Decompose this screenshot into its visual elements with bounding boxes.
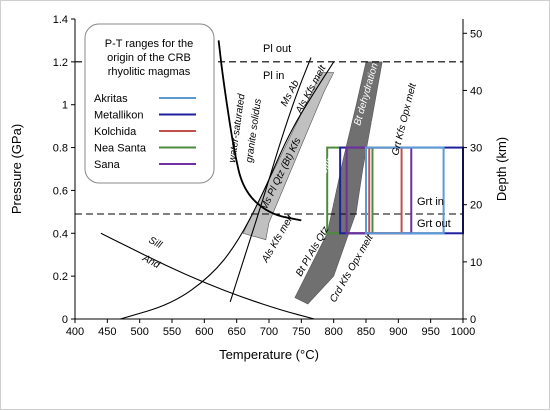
y-tick-label: 0.2 [53, 271, 68, 283]
x-tick-label: 650 [227, 326, 245, 338]
legend-title-line: P-T ranges for the [105, 38, 193, 50]
legend: P-T ranges for the origin of the CRB rhyol… [84, 23, 215, 184]
rect-layer [326, 146, 464, 235]
ticks-layer: 400 450 500 550 600 650 700 750 800 850 900 950 1000… [9, 14, 509, 362]
x-tick-label: 800 [324, 326, 342, 338]
ms-ab-curve [229, 57, 312, 303]
label-grt-kfs-opx: Grt Kfs Opx melt [390, 81, 419, 157]
legend-entry-label: Sana [94, 159, 121, 171]
x-tick-label: 400 [66, 326, 84, 338]
ms-dehydration-band [242, 72, 335, 241]
label-ms-pl-qtz: Ms Pl Qtz (Bt) Kfs [259, 136, 304, 212]
label-pl-in: Pl in [263, 70, 284, 82]
legend-entry-label: Nea Santa [94, 143, 147, 155]
solidus-curve [217, 40, 302, 222]
y-tick-label: 0.4 [53, 228, 68, 240]
y2-tick-label: 30 [470, 143, 482, 155]
x-tick-label: 900 [389, 326, 407, 338]
x-tick-label: 600 [195, 326, 213, 338]
x-tick-label: 700 [260, 326, 278, 338]
label-grt-in: Grt in [417, 196, 444, 208]
bands-layer [242, 61, 383, 305]
y-tick-label: 1 [62, 100, 68, 112]
als-kfs-melt-curve [120, 61, 335, 320]
x-tick-label: 450 [98, 326, 116, 338]
y-tick-label: 0.6 [53, 185, 68, 197]
x-tick-label: 750 [292, 326, 310, 338]
legend-title-line: origin of the CRB [107, 52, 191, 64]
legend-title-line: rhyolitic magmas [108, 66, 191, 78]
x-tick-label: 850 [357, 326, 375, 338]
series-layer [75, 40, 463, 320]
label-sill: Sill [147, 235, 165, 251]
label-solidus-b: granite solidus [244, 98, 264, 163]
x-tick-label: 550 [163, 326, 181, 338]
x-tick-label: 1000 [451, 326, 475, 338]
legend-entry-label: Akritas [94, 93, 128, 105]
range-rect-kolchida [368, 146, 403, 235]
legend-entry-label: Metallikon [94, 110, 144, 122]
y-tick-label: 1.2 [53, 57, 68, 69]
y2-tick-label: 50 [470, 28, 482, 40]
label-pl-out: Pl out [263, 43, 291, 55]
y2-tick-label: 40 [470, 85, 482, 97]
x-axis-title: Temperature (°C) [219, 347, 319, 362]
label-and: And [140, 252, 162, 271]
y-tick-label: 0.8 [53, 143, 68, 155]
legend-entry-label: Kolchida [94, 126, 137, 138]
sill-and-curve [100, 232, 315, 320]
y2-tick-label: 0 [470, 314, 476, 326]
y-tick-label: 1.4 [53, 14, 68, 26]
x-tick-label: 950 [421, 326, 439, 338]
range-rect-akritas [365, 146, 445, 235]
x-tick-label: 500 [130, 326, 148, 338]
y-axis-title: Pressure (GPa) [9, 124, 24, 214]
legend-box [84, 23, 215, 184]
y2-axis-title: Depth (km) [494, 137, 509, 201]
y-tick-label: 0 [62, 314, 68, 326]
y2-tick-label: 10 [470, 257, 482, 269]
y2-tick-label: 20 [470, 200, 482, 212]
label-grt-out: Grt out [417, 218, 451, 230]
